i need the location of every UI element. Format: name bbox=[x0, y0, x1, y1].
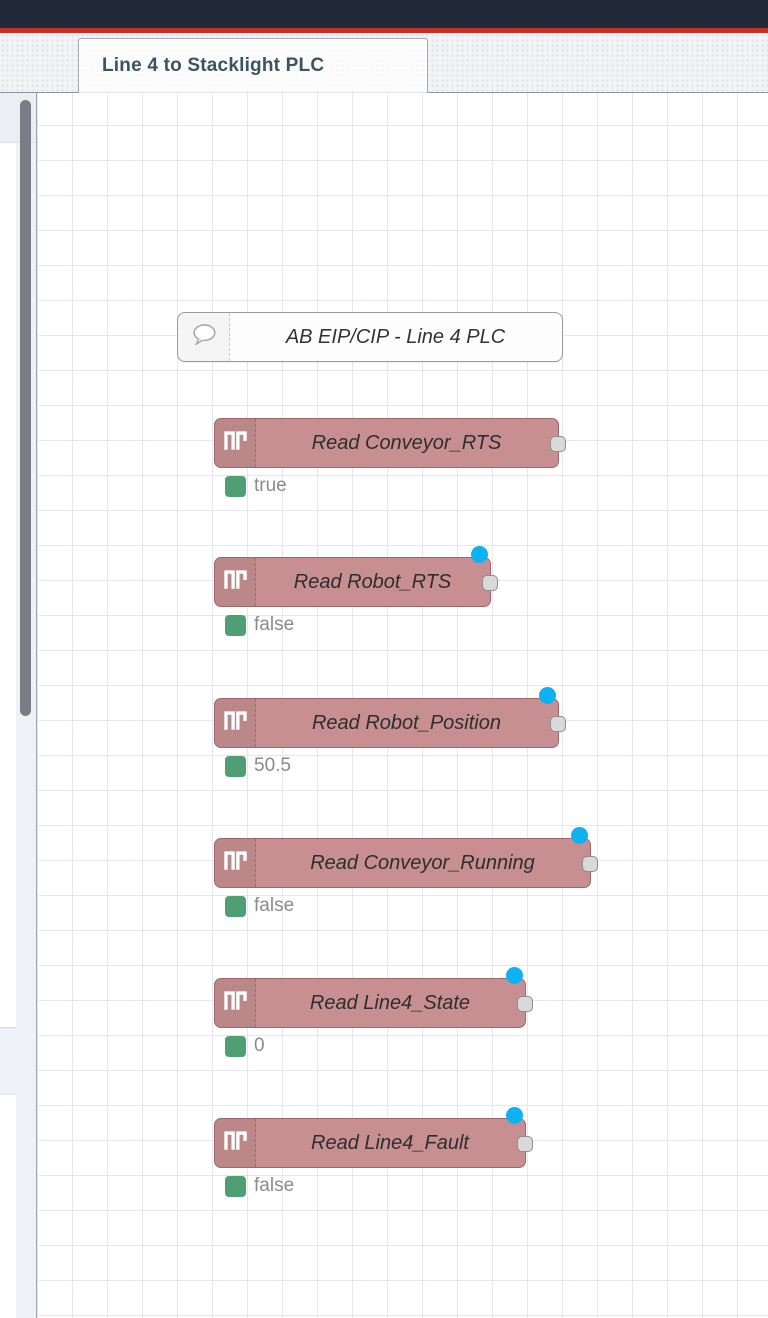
node-icon-box bbox=[215, 1119, 256, 1167]
output-port[interactable] bbox=[517, 996, 533, 1012]
node-label: Read Robot_RTS bbox=[293, 570, 452, 593]
palette-category-edge bbox=[0, 1027, 16, 1095]
output-port[interactable] bbox=[517, 1136, 533, 1152]
status-dot bbox=[225, 614, 246, 636]
node-label: Read Conveyor_RTS bbox=[311, 431, 502, 454]
app-header bbox=[0, 0, 768, 28]
node-label: Read Line4_State bbox=[309, 991, 471, 1014]
chat-bubble-icon bbox=[189, 320, 219, 355]
flow-node[interactable]: Read Conveyor_RTS true bbox=[214, 418, 566, 497]
pulse-icon bbox=[222, 846, 249, 881]
status-dot bbox=[225, 755, 246, 777]
status-dot bbox=[225, 895, 246, 917]
status-dot bbox=[225, 1035, 246, 1057]
comment-label-area: AB EIP/CIP - Line 4 PLC bbox=[178, 326, 562, 349]
status-dot bbox=[225, 1175, 246, 1197]
status-text: false bbox=[254, 1175, 295, 1196]
status-text: 0 bbox=[254, 1035, 265, 1056]
node-icon-box bbox=[215, 699, 256, 747]
comment-label: AB EIP/CIP - Line 4 PLC bbox=[285, 325, 506, 348]
output-port[interactable] bbox=[550, 716, 566, 732]
pulse-icon bbox=[222, 706, 249, 741]
changed-indicator bbox=[506, 1107, 523, 1124]
status-text: true bbox=[254, 475, 287, 496]
node-icon-box bbox=[215, 839, 256, 887]
flow-tab-bar: Line 4 to Stacklight PLC bbox=[0, 33, 768, 93]
changed-indicator bbox=[471, 546, 488, 563]
flow-node[interactable]: Read Robot_RTS false bbox=[214, 546, 498, 636]
status-text: false bbox=[254, 895, 295, 916]
comment-icon-box bbox=[178, 313, 230, 361]
flow-node[interactable]: Read Line4_Fault false bbox=[214, 1107, 533, 1197]
changed-indicator bbox=[539, 687, 556, 704]
pulse-icon bbox=[222, 565, 249, 600]
tab-label: Line 4 to Stacklight PLC bbox=[102, 55, 325, 76]
node-icon-box bbox=[215, 419, 256, 467]
pulse-icon bbox=[222, 426, 249, 461]
node-layer: AB EIP/CIP - Line 4 PLC Read Conveyor_RT… bbox=[37, 93, 768, 1318]
output-port[interactable] bbox=[582, 856, 598, 872]
node-icon-box bbox=[215, 558, 256, 606]
node-status: 0 bbox=[225, 1035, 265, 1057]
status-dot bbox=[225, 475, 246, 497]
changed-indicator bbox=[506, 967, 523, 984]
palette-scrollbar-thumb[interactable] bbox=[20, 100, 31, 716]
node-label: Read Robot_Position bbox=[311, 711, 501, 734]
changed-indicator bbox=[571, 827, 588, 844]
output-port[interactable] bbox=[482, 575, 498, 591]
node-label: Read Line4_Fault bbox=[311, 1131, 469, 1154]
node-status: false bbox=[225, 614, 294, 636]
tab-line-4-to-stacklight-plc[interactable]: Line 4 to Stacklight PLC bbox=[78, 38, 428, 93]
node-status: 50.5 bbox=[225, 755, 291, 777]
flow-node[interactable]: Read Robot_Position 50.5 bbox=[214, 687, 566, 777]
flow-node[interactable]: Read Line4_State 0 bbox=[214, 967, 533, 1057]
output-port[interactable] bbox=[550, 436, 566, 452]
pulse-icon bbox=[222, 986, 249, 1021]
node-status: false bbox=[225, 895, 294, 917]
node-status: true bbox=[225, 475, 287, 497]
node-label: Read Conveyor_Running bbox=[310, 851, 535, 874]
comment-node[interactable]: AB EIP/CIP - Line 4 PLC bbox=[177, 312, 563, 362]
node-icon-box bbox=[215, 979, 256, 1027]
status-text: 50.5 bbox=[254, 755, 291, 776]
palette-sidebar bbox=[0, 93, 36, 1318]
status-text: false bbox=[254, 614, 295, 635]
node-status: false bbox=[225, 1175, 294, 1197]
pulse-icon bbox=[222, 1126, 249, 1161]
flow-node[interactable]: Read Conveyor_Running false bbox=[214, 827, 598, 917]
flow-canvas[interactable]: AB EIP/CIP - Line 4 PLC Read Conveyor_RT… bbox=[36, 93, 768, 1318]
